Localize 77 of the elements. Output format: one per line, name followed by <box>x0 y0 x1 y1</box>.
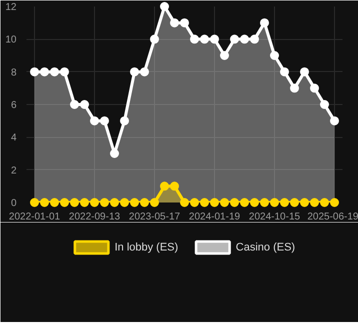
point <box>190 198 199 207</box>
point <box>100 116 109 126</box>
point <box>190 34 199 44</box>
point <box>230 34 239 44</box>
x-tick-label: 2023-05-17 <box>128 212 181 222</box>
point <box>320 198 329 207</box>
point <box>90 116 99 126</box>
point <box>330 116 339 126</box>
point <box>110 198 119 207</box>
point <box>50 198 59 207</box>
y-tick-label: 8 <box>10 67 17 78</box>
point <box>260 18 269 28</box>
point <box>270 51 279 60</box>
point <box>40 67 49 76</box>
y-tick-label: 4 <box>10 132 17 144</box>
point <box>100 198 109 207</box>
point <box>310 198 319 207</box>
point <box>50 67 59 76</box>
point <box>140 198 149 207</box>
point <box>330 198 339 207</box>
point <box>210 34 219 44</box>
y-tick-label: 10 <box>5 34 17 46</box>
point <box>240 198 249 207</box>
y-tick-label: 12 <box>5 2 17 13</box>
point <box>290 198 299 207</box>
point <box>150 198 159 207</box>
point <box>180 18 189 28</box>
point <box>210 198 219 207</box>
point <box>80 100 89 109</box>
y-tick-label: 2 <box>10 165 17 176</box>
x-tick-label: 2025-06-19 <box>307 212 358 222</box>
point <box>30 198 39 207</box>
point <box>60 67 69 76</box>
point <box>70 100 79 109</box>
point <box>200 198 209 207</box>
point <box>250 198 259 207</box>
point <box>260 198 269 207</box>
point <box>160 182 169 191</box>
point <box>280 198 289 207</box>
point <box>110 149 119 158</box>
point <box>300 67 309 76</box>
point <box>310 84 319 93</box>
point <box>250 34 259 44</box>
point <box>30 67 39 76</box>
point <box>180 198 189 207</box>
point <box>60 198 69 207</box>
x-tick-label: 2022-09-13 <box>68 212 121 222</box>
point <box>70 198 79 207</box>
x-tick-label: 2024-01-19 <box>188 212 241 222</box>
legend-label: Casino (ES) <box>236 242 296 254</box>
legend-label: In lobby (ES) <box>114 242 178 254</box>
point <box>170 182 179 191</box>
point <box>130 67 139 76</box>
point <box>160 2 169 11</box>
point <box>40 198 49 207</box>
point <box>140 67 149 76</box>
point <box>300 198 309 207</box>
point <box>290 84 299 93</box>
point <box>240 34 249 44</box>
point <box>230 198 239 207</box>
y-tick-label: 6 <box>10 100 17 111</box>
point <box>120 116 129 126</box>
point <box>320 100 329 109</box>
point <box>220 198 229 207</box>
point <box>220 51 229 60</box>
x-tick-label: 2022-01-01 <box>8 212 61 222</box>
point <box>80 198 89 207</box>
y-tick-label: 0 <box>10 198 17 209</box>
point <box>90 198 99 207</box>
point <box>170 18 179 28</box>
point <box>270 198 279 207</box>
x-tick-label: 2024-10-15 <box>248 212 301 222</box>
point <box>200 34 209 44</box>
point <box>150 34 159 44</box>
point <box>120 198 129 207</box>
point <box>130 198 139 207</box>
point <box>280 67 289 76</box>
